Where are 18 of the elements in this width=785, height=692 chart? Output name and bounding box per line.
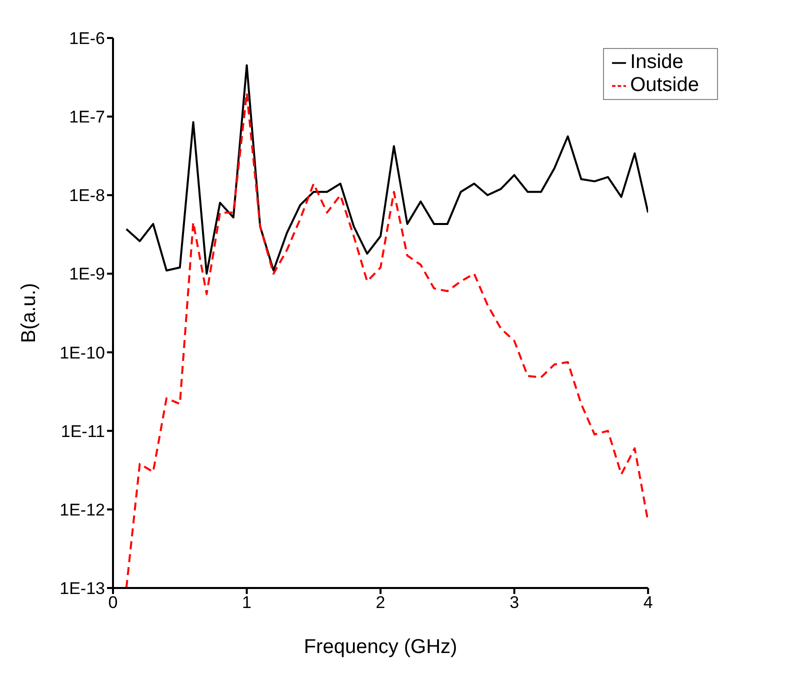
y-tick-label: 1E-12 [60, 500, 105, 520]
y-tick-label: 1E-6 [69, 29, 105, 48]
y-axis-title: B(a.u.) [18, 282, 40, 344]
y-tick-label: 1E-7 [69, 108, 105, 127]
x-tick-label: 2 [376, 593, 386, 612]
y-tick-label: 1E-13 [60, 579, 105, 598]
legend-label: Outside [630, 74, 699, 96]
x-tick-label: 3 [510, 593, 520, 612]
x-tick-label: 1 [242, 593, 252, 612]
legend-label: Inside [630, 51, 684, 73]
x-tick-label: 4 [643, 593, 653, 612]
line-series [125, 92, 648, 588]
x-tick-label: 0 [108, 593, 118, 612]
y-tick-label: 1E-10 [60, 343, 105, 362]
y-tick-label: 1E-8 [69, 186, 105, 206]
y-tick-label: 1E-11 [60, 422, 105, 441]
y-tick-label: 1E-9 [69, 264, 105, 284]
x-axis-title: Frequency (GHz) [304, 636, 458, 658]
